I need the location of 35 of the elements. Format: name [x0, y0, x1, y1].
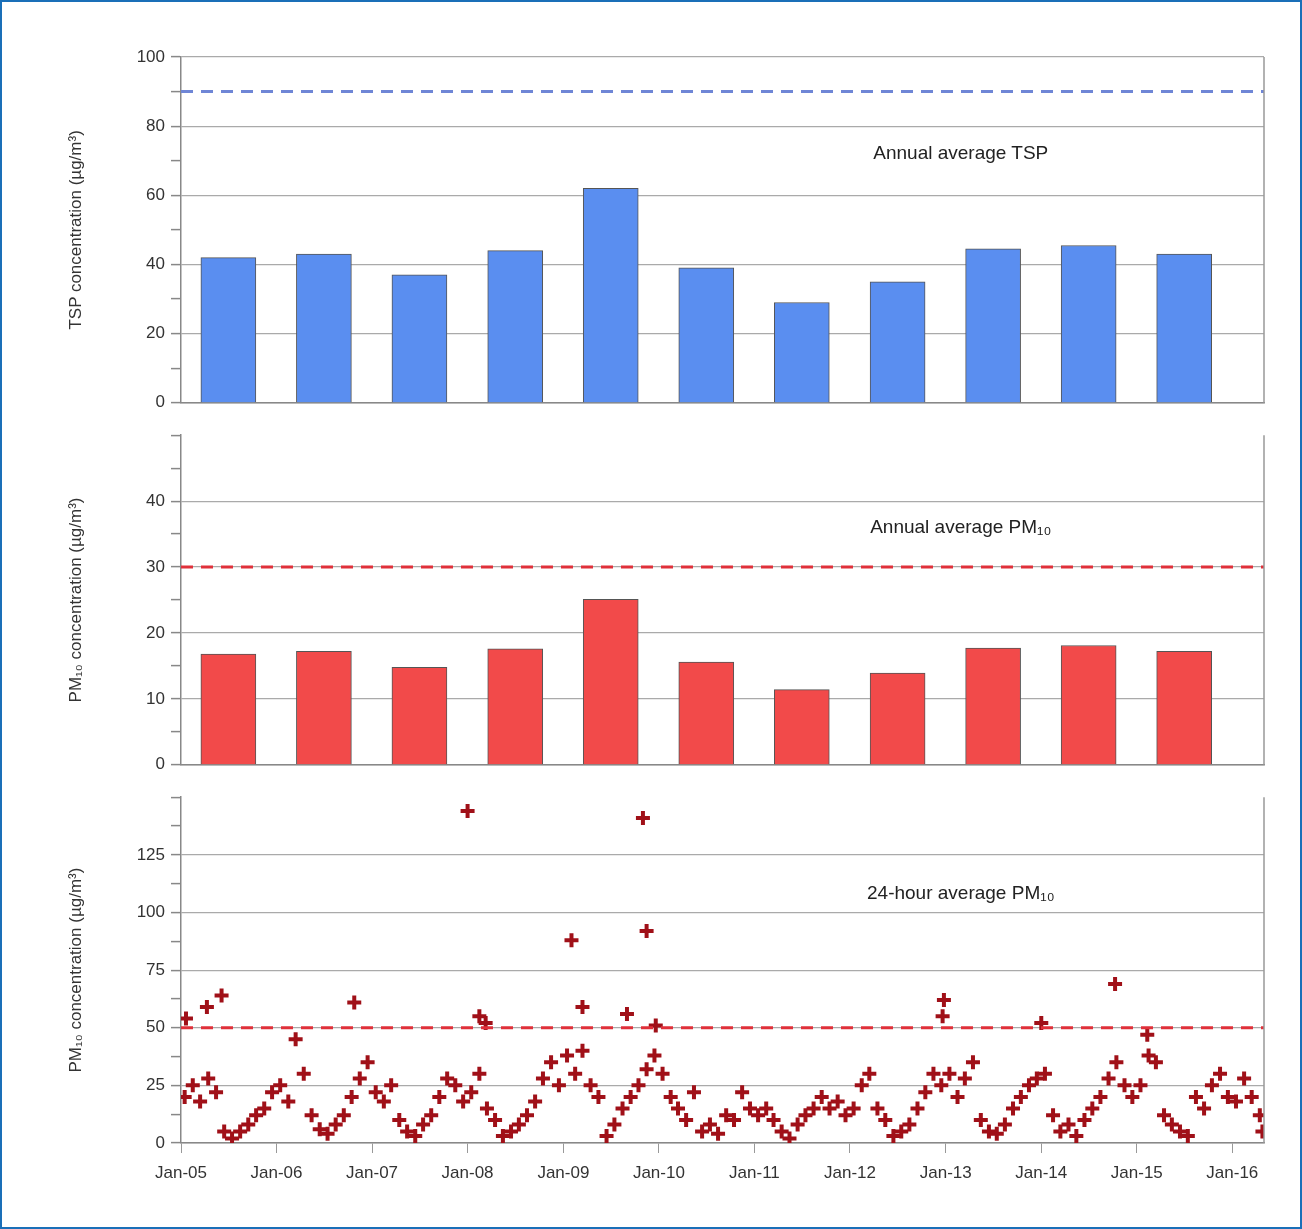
y-tick-label: 40 [146, 490, 165, 510]
x-tick-label: Jan-07 [346, 1162, 399, 1182]
x-tick-label: Jan-15 [1110, 1162, 1163, 1182]
y-axis-title: PM₁₀ concentration (µg/m³) [65, 497, 85, 703]
x-tick-label: Jan-06 [250, 1162, 303, 1182]
y-tick-label: 20 [146, 323, 165, 343]
x-tick-label: Jan-16 [1206, 1162, 1259, 1182]
y-tick-label: 0 [155, 1132, 165, 1152]
x-tick-label: Jan-09 [537, 1162, 590, 1182]
x-tick-label: Jan-05 [155, 1162, 207, 1182]
y-tick-label: 100 [136, 902, 165, 922]
y-tick-label: 100 [136, 46, 165, 66]
y-tick-label: 40 [146, 254, 165, 274]
x-tick-label: Jan-10 [632, 1162, 685, 1182]
y-tick-label: 60 [146, 185, 165, 205]
y-tick-label: 50 [146, 1017, 165, 1037]
y-tick-label: 80 [146, 115, 165, 135]
y-tick-label: 125 [136, 844, 165, 864]
y-axis-title: PM₁₀ concentration (µg/m³) [65, 867, 85, 1073]
y-tick-label: 0 [155, 392, 165, 412]
x-tick-label: Jan-11 [729, 1162, 780, 1182]
y-axis-title: TSP concentration (µg/m³) [65, 130, 85, 330]
y-tick-label: 75 [146, 959, 165, 979]
annotation: 24-hour average PM₁₀ [867, 882, 1055, 904]
x-tick-label: Jan-14 [1015, 1162, 1068, 1182]
y-tick-label: 0 [155, 754, 165, 774]
y-tick-label: 25 [146, 1075, 165, 1095]
x-tick-label: Jan-08 [441, 1162, 494, 1182]
annotation: Annual average PM₁₀ [870, 515, 1052, 537]
annotation: Annual average TSP [873, 142, 1049, 164]
y-tick-label: 20 [146, 622, 165, 642]
y-tick-label: 30 [146, 556, 165, 576]
x-tick-label: Jan-13 [919, 1162, 972, 1182]
x-tick-label: Jan-12 [823, 1162, 876, 1182]
y-tick-label: 10 [146, 688, 165, 708]
